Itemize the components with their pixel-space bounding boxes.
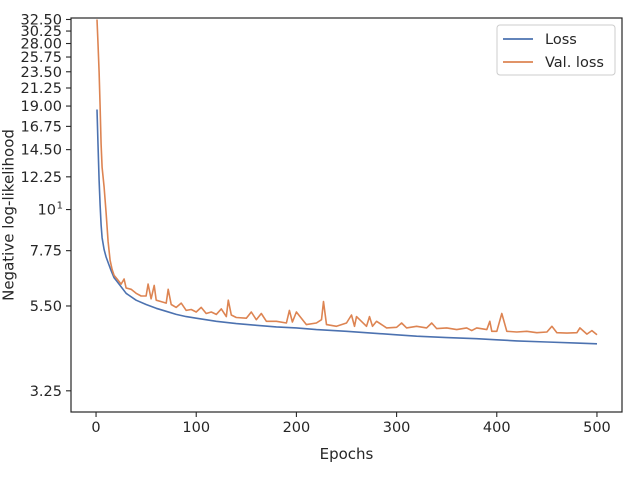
series-line-1 (96, 109, 598, 345)
x-tick-label: 200 (283, 420, 311, 436)
y-axis: 3.25 5.50 7.75 10 1 12.25 14.50 16.75 19.00 21.25… (20, 12, 71, 400)
x-tick-label: 0 (91, 420, 100, 436)
y-tick-label: 7.75 (30, 244, 62, 260)
legend: Loss Val. loss (496, 24, 616, 76)
x-tick-label: 400 (483, 420, 511, 436)
x-tick-label: 500 (583, 420, 611, 436)
y-tick-label: 12.25 (20, 170, 62, 186)
x-tick-label: 300 (383, 420, 411, 436)
y-tick-label: 16.75 (20, 119, 62, 135)
x-axis-label: Epochs (320, 445, 374, 463)
series-line-2 (96, 19, 598, 336)
y-tick-label: 3.25 (30, 384, 62, 400)
series-layer (96, 19, 598, 345)
y-tick-label: 14.50 (20, 143, 62, 159)
y-tick-label: 5.50 (30, 299, 62, 315)
legend-label: Loss (545, 32, 577, 48)
plot-frame (70, 17, 623, 413)
y-tick-label: 10 (38, 203, 56, 219)
y-tick-label: 21.25 (20, 81, 62, 97)
legend-label: Val. loss (545, 55, 604, 71)
y-tick-label: 23.50 (20, 65, 62, 81)
y-tick-label: 32.50 (20, 12, 62, 28)
x-axis: 0 100 200 300 400 500 (91, 412, 611, 436)
y-tick-label: 25.75 (20, 50, 62, 66)
y-tick-label: 28.00 (20, 37, 62, 53)
y-tick-label: 19.00 (20, 99, 62, 115)
y-tick-exponent: 1 (57, 201, 63, 212)
y-axis-label: Negative log-likelihood (0, 129, 18, 301)
y-tick-label: 30.25 (20, 24, 62, 40)
x-tick-label: 100 (182, 420, 210, 436)
